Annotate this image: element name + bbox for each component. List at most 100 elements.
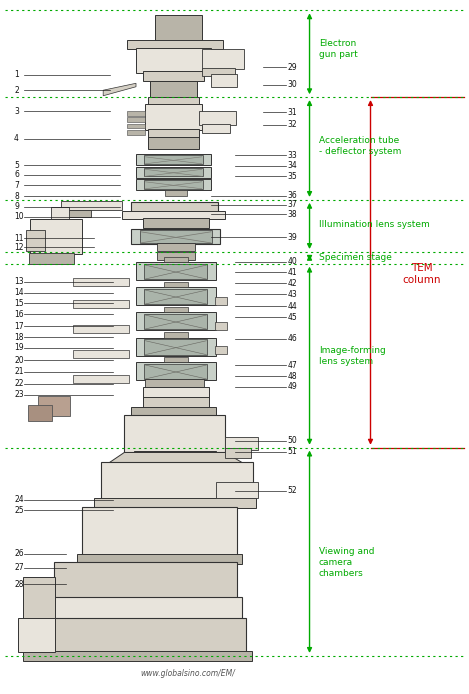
Text: 51: 51 bbox=[287, 448, 297, 456]
Bar bbox=[101, 462, 253, 500]
Text: 46: 46 bbox=[287, 335, 297, 343]
Bar bbox=[165, 190, 187, 196]
Text: 31: 31 bbox=[287, 108, 297, 117]
Bar bbox=[164, 357, 188, 362]
Bar bbox=[127, 130, 145, 135]
Polygon shape bbox=[103, 83, 136, 96]
Bar bbox=[140, 230, 212, 243]
Bar bbox=[26, 230, 45, 251]
Text: 32: 32 bbox=[287, 121, 297, 129]
Text: 22: 22 bbox=[14, 380, 23, 388]
Bar bbox=[164, 282, 188, 287]
Text: 14: 14 bbox=[14, 289, 24, 297]
Text: 17: 17 bbox=[14, 322, 24, 330]
Bar bbox=[157, 243, 195, 251]
Bar bbox=[148, 137, 199, 149]
Text: Viewing and
camera
chambers: Viewing and camera chambers bbox=[319, 547, 374, 577]
Bar bbox=[51, 207, 69, 221]
Bar bbox=[202, 68, 234, 76]
Bar bbox=[131, 202, 218, 213]
Text: 35: 35 bbox=[287, 172, 297, 180]
Bar bbox=[216, 482, 258, 498]
Bar bbox=[127, 40, 223, 49]
Bar bbox=[45, 597, 242, 619]
Text: 1: 1 bbox=[14, 71, 19, 79]
Text: 28: 28 bbox=[14, 580, 23, 589]
Bar bbox=[144, 168, 203, 176]
Bar bbox=[73, 300, 129, 308]
Bar bbox=[30, 219, 82, 254]
Bar bbox=[134, 451, 216, 458]
Text: 42: 42 bbox=[287, 279, 297, 287]
Bar bbox=[148, 97, 199, 105]
Bar bbox=[73, 375, 129, 383]
Text: 29: 29 bbox=[287, 63, 297, 71]
Bar bbox=[148, 129, 199, 139]
Text: 47: 47 bbox=[287, 361, 297, 369]
Bar bbox=[215, 297, 227, 305]
Text: 24: 24 bbox=[14, 496, 24, 504]
Bar bbox=[127, 111, 145, 116]
Text: Acceleration tube
- deflector system: Acceleration tube - deflector system bbox=[319, 136, 401, 155]
Text: 33: 33 bbox=[287, 151, 297, 160]
Text: 38: 38 bbox=[287, 210, 297, 219]
Text: 5: 5 bbox=[14, 161, 19, 169]
Bar bbox=[94, 498, 256, 508]
Bar bbox=[144, 289, 207, 304]
Text: 19: 19 bbox=[14, 344, 24, 352]
Text: 18: 18 bbox=[14, 333, 23, 341]
Bar bbox=[211, 74, 237, 87]
Text: 43: 43 bbox=[287, 290, 297, 298]
Bar bbox=[144, 314, 207, 329]
Text: 27: 27 bbox=[14, 564, 24, 572]
Bar bbox=[136, 48, 211, 73]
Text: 13: 13 bbox=[14, 278, 24, 286]
Bar bbox=[127, 124, 145, 128]
Text: 6: 6 bbox=[14, 171, 19, 179]
Bar bbox=[165, 203, 187, 208]
Text: 10: 10 bbox=[14, 212, 24, 221]
Text: 39: 39 bbox=[287, 233, 297, 242]
Bar bbox=[150, 81, 197, 99]
Bar bbox=[215, 322, 227, 330]
Bar bbox=[215, 346, 227, 354]
Bar bbox=[54, 562, 237, 598]
Text: 8: 8 bbox=[14, 192, 19, 201]
Bar bbox=[73, 278, 129, 286]
Bar bbox=[131, 407, 216, 416]
Text: 15: 15 bbox=[14, 299, 24, 307]
Text: 25: 25 bbox=[14, 506, 24, 514]
Bar bbox=[202, 124, 230, 133]
Text: Illumination lens system: Illumination lens system bbox=[319, 221, 430, 229]
Bar bbox=[82, 507, 237, 555]
Text: 45: 45 bbox=[287, 313, 297, 321]
Bar bbox=[143, 218, 209, 228]
Text: Specimen stage: Specimen stage bbox=[319, 253, 392, 262]
Bar bbox=[124, 415, 225, 452]
Bar bbox=[136, 287, 216, 305]
Text: 3: 3 bbox=[14, 107, 19, 115]
Text: 50: 50 bbox=[287, 437, 297, 445]
Bar bbox=[143, 387, 209, 398]
Bar bbox=[136, 262, 216, 280]
Bar bbox=[136, 154, 211, 165]
Text: 40: 40 bbox=[287, 257, 297, 266]
Bar bbox=[73, 325, 129, 333]
Text: 4: 4 bbox=[14, 135, 19, 143]
Text: 49: 49 bbox=[287, 382, 297, 391]
Text: 52: 52 bbox=[287, 486, 297, 495]
Bar bbox=[131, 229, 220, 244]
Bar bbox=[157, 252, 195, 260]
Bar bbox=[136, 338, 216, 356]
Bar bbox=[28, 405, 52, 421]
Text: 23: 23 bbox=[14, 391, 24, 399]
Text: 9: 9 bbox=[14, 203, 19, 211]
Bar bbox=[202, 49, 244, 69]
Bar bbox=[29, 253, 74, 264]
Bar bbox=[155, 15, 202, 42]
Bar bbox=[143, 397, 209, 408]
Text: 41: 41 bbox=[287, 268, 297, 276]
Text: 21: 21 bbox=[14, 368, 23, 376]
Bar bbox=[144, 339, 207, 355]
Bar bbox=[18, 618, 55, 652]
